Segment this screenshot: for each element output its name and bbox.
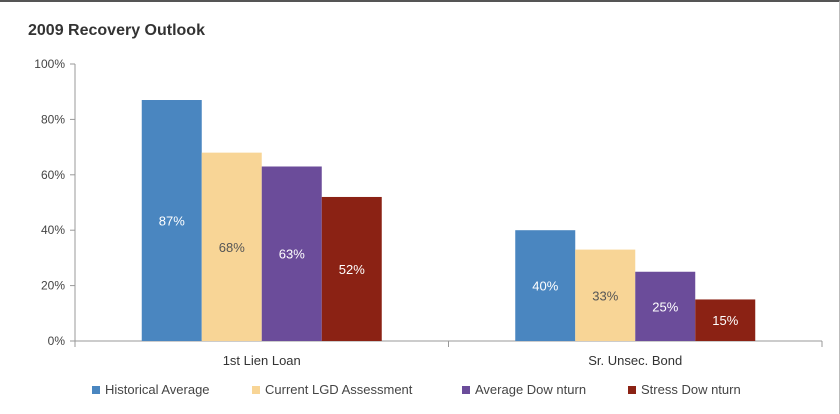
bar xyxy=(575,249,636,341)
x-category-label: 1st Lien Loan xyxy=(223,353,301,368)
bar xyxy=(321,196,382,341)
legend-swatch xyxy=(92,386,100,394)
data-label: 68% xyxy=(219,240,245,255)
data-label: 40% xyxy=(532,279,558,294)
y-tick-label: 40% xyxy=(41,223,65,237)
y-tick-label: 60% xyxy=(41,168,65,182)
y-tick-label: 0% xyxy=(48,334,66,348)
legend-swatch xyxy=(252,386,260,394)
y-tick-label: 20% xyxy=(41,279,65,293)
bar xyxy=(201,152,262,341)
data-label: 15% xyxy=(712,313,738,328)
data-label: 87% xyxy=(159,214,185,229)
y-tick-label: 80% xyxy=(41,112,65,126)
data-label: 63% xyxy=(279,247,305,262)
data-label: 52% xyxy=(339,262,365,277)
data-label: 33% xyxy=(592,288,618,303)
legend-swatch xyxy=(628,386,636,394)
data-label: 25% xyxy=(652,299,678,314)
chart-title: 2009 Recovery Outlook xyxy=(28,22,205,39)
bar xyxy=(635,271,696,341)
x-category-label: Sr. Unsec. Bond xyxy=(588,353,682,368)
bar xyxy=(695,299,756,341)
legend-label: Average Dow nturn xyxy=(475,382,586,397)
legend-label: Stress Dow nturn xyxy=(641,382,741,397)
bar xyxy=(515,230,576,341)
legend-label: Current LGD Assessment xyxy=(265,382,413,397)
legend-swatch xyxy=(462,386,470,394)
y-tick-label: 100% xyxy=(34,57,65,71)
bar xyxy=(141,100,202,341)
bar xyxy=(261,166,322,341)
legend-label: Historical Average xyxy=(105,382,210,397)
